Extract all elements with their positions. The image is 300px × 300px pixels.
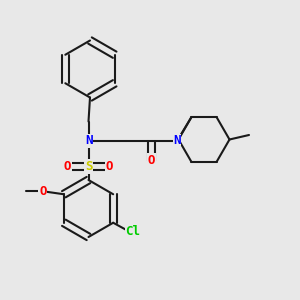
Text: O: O bbox=[106, 160, 113, 173]
Text: N: N bbox=[85, 134, 92, 148]
Text: O: O bbox=[148, 154, 155, 167]
Text: S: S bbox=[85, 160, 92, 173]
Text: O: O bbox=[64, 160, 71, 173]
Text: O: O bbox=[39, 185, 46, 198]
Text: N: N bbox=[173, 134, 181, 148]
Text: Cl: Cl bbox=[125, 225, 140, 238]
